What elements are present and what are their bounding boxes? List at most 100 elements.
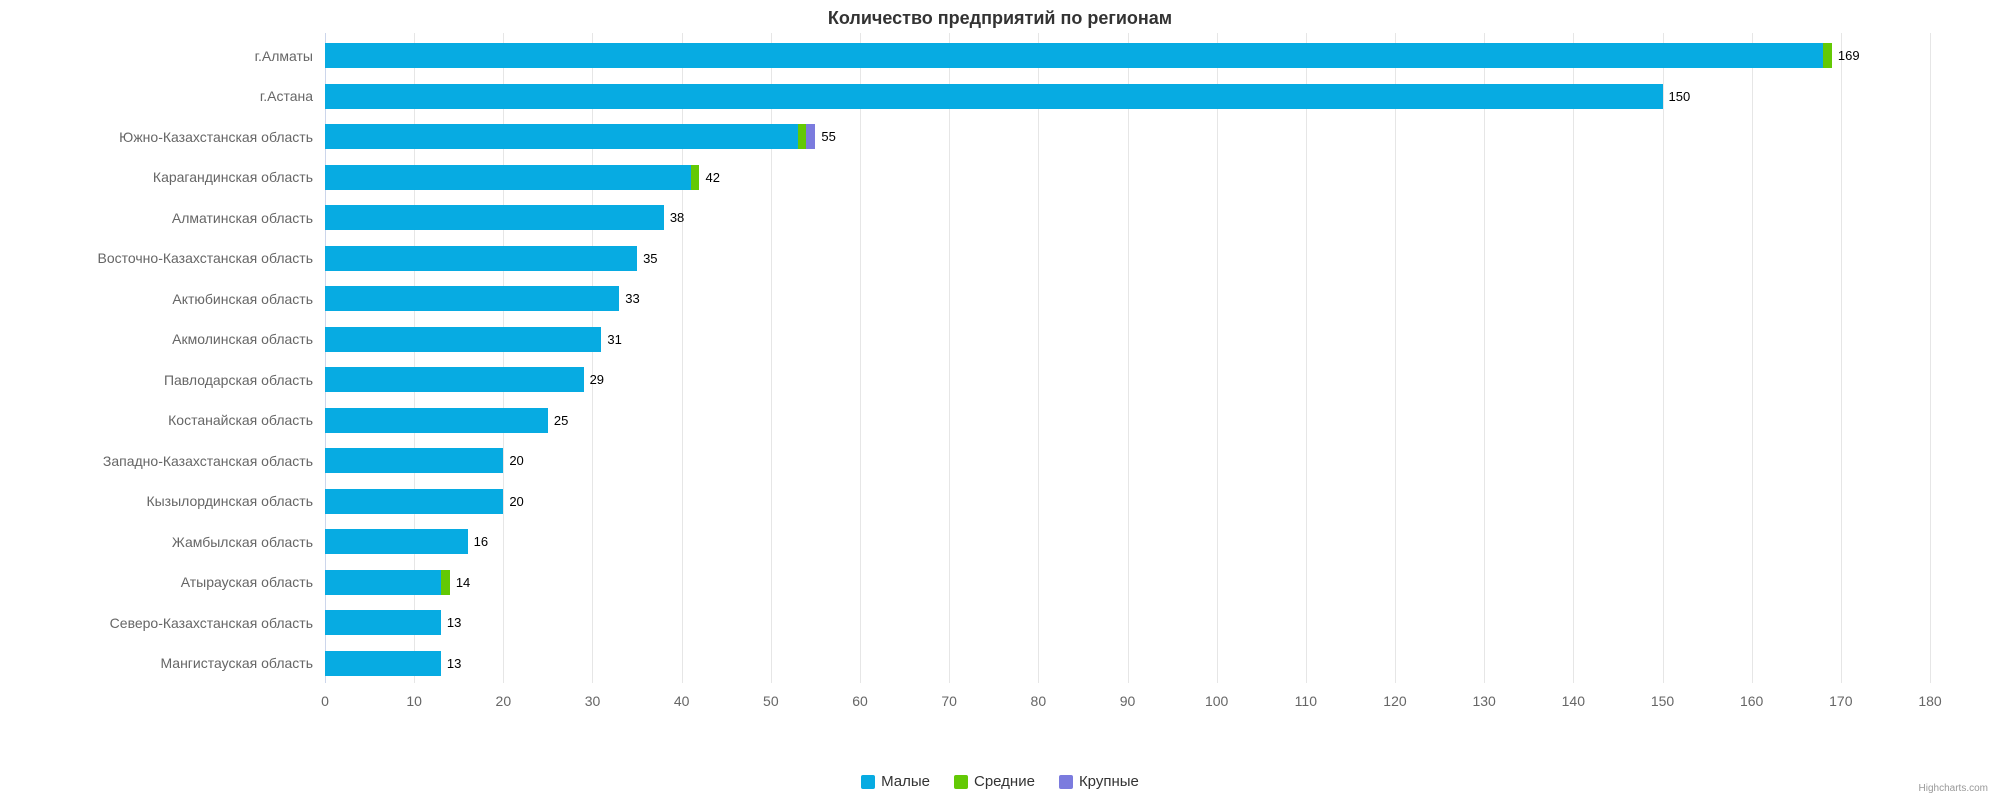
bar-segment[interactable] xyxy=(325,489,503,514)
y-tick-label: Атырауская область xyxy=(181,574,325,590)
bar-segment[interactable] xyxy=(1823,43,1832,68)
legend-item-medium[interactable]: Средние xyxy=(954,773,1035,790)
bar-total-label: 13 xyxy=(441,615,461,630)
bar-segment[interactable] xyxy=(325,43,1823,68)
bar-segment[interactable] xyxy=(325,367,584,392)
y-tick-label: Акмолинская область xyxy=(172,331,325,347)
bar-row: 25 xyxy=(325,408,1930,433)
y-tick-label: Павлодарская область xyxy=(164,372,325,388)
bar-row: 150 xyxy=(325,84,1930,109)
legend-swatch-icon xyxy=(1059,775,1073,789)
y-tick-label: Северо-Казахстанская область xyxy=(110,615,325,631)
x-tick-label: 100 xyxy=(1205,693,1228,709)
bar-row: 20 xyxy=(325,448,1930,473)
bar-segment[interactable] xyxy=(798,124,807,149)
chart-title: Количество предприятий по регионам xyxy=(0,0,2000,33)
legend-swatch-icon xyxy=(954,775,968,789)
bar-row: 16 xyxy=(325,529,1930,554)
bar-segment[interactable] xyxy=(325,165,691,190)
bar-row: 169 xyxy=(325,43,1930,68)
bar-segment[interactable] xyxy=(325,448,503,473)
y-tick-label: Западно-Казахстанская область xyxy=(103,453,325,469)
x-tick-label: 180 xyxy=(1918,693,1941,709)
x-tick-label: 60 xyxy=(852,693,868,709)
gridline xyxy=(1930,33,1931,683)
bar-row: 35 xyxy=(325,246,1930,271)
bar-row: 42 xyxy=(325,165,1930,190)
bar-segment[interactable] xyxy=(325,205,664,230)
x-tick-label: 160 xyxy=(1740,693,1763,709)
bar-row: 31 xyxy=(325,327,1930,352)
y-tick-label: Кызылординская область xyxy=(146,493,325,509)
bar-total-label: 14 xyxy=(450,575,470,590)
bar-total-label: 25 xyxy=(548,413,568,428)
bar-total-label: 38 xyxy=(664,210,684,225)
legend: Малые Средние Крупные xyxy=(0,773,2000,790)
bar-total-label: 13 xyxy=(441,656,461,671)
x-tick-label: 0 xyxy=(321,693,329,709)
x-tick-label: 170 xyxy=(1829,693,1852,709)
bar-row: 33 xyxy=(325,286,1930,311)
bar-segment[interactable] xyxy=(325,408,548,433)
y-tick-label: Карагандинская область xyxy=(153,169,325,185)
bar-segment[interactable] xyxy=(325,124,798,149)
legend-item-large[interactable]: Крупные xyxy=(1059,773,1139,790)
y-tick-label: г.Астана xyxy=(260,88,325,104)
bar-row: 38 xyxy=(325,205,1930,230)
bar-segment[interactable] xyxy=(325,651,441,676)
bar-total-label: 20 xyxy=(503,453,523,468)
bar-row: 13 xyxy=(325,610,1930,635)
bar-total-label: 20 xyxy=(503,494,523,509)
x-tick-label: 30 xyxy=(585,693,601,709)
bar-row: 20 xyxy=(325,489,1930,514)
bar-total-label: 29 xyxy=(584,372,604,387)
y-tick-label: Мангистауская область xyxy=(160,655,325,671)
bar-segment[interactable] xyxy=(325,570,441,595)
y-tick-label: Костанайская область xyxy=(168,412,325,428)
bar-total-label: 42 xyxy=(699,170,719,185)
x-tick-label: 130 xyxy=(1472,693,1495,709)
x-tick-label: 20 xyxy=(496,693,512,709)
x-tick-label: 10 xyxy=(406,693,422,709)
bar-total-label: 31 xyxy=(601,332,621,347)
bar-row: 29 xyxy=(325,367,1930,392)
bar-segment[interactable] xyxy=(325,529,468,554)
bar-row: 14 xyxy=(325,570,1930,595)
bar-row: 13 xyxy=(325,651,1930,676)
chart-area: г.Алматы169г.Астана150Южно-Казахстанская… xyxy=(325,33,1930,713)
x-tick-label: 90 xyxy=(1120,693,1136,709)
y-tick-label: Жамбылская область xyxy=(172,534,325,550)
legend-item-small[interactable]: Малые xyxy=(861,773,930,790)
bar-row: 55 xyxy=(325,124,1930,149)
x-tick-label: 140 xyxy=(1562,693,1585,709)
x-tick-label: 120 xyxy=(1383,693,1406,709)
bar-segment[interactable] xyxy=(691,165,700,190)
y-tick-label: Актюбинская область xyxy=(172,291,325,307)
bar-total-label: 33 xyxy=(619,291,639,306)
legend-label: Малые xyxy=(881,773,930,790)
x-tick-label: 40 xyxy=(674,693,690,709)
bar-total-label: 169 xyxy=(1832,48,1860,63)
legend-swatch-icon xyxy=(861,775,875,789)
bar-segment[interactable] xyxy=(325,84,1663,109)
bar-segment[interactable] xyxy=(325,246,637,271)
y-tick-label: Южно-Казахстанская область xyxy=(119,129,325,145)
bar-total-label: 35 xyxy=(637,251,657,266)
bar-segment[interactable] xyxy=(325,286,619,311)
bar-total-label: 150 xyxy=(1663,89,1691,104)
y-tick-label: г.Алматы xyxy=(255,48,325,64)
credits-link[interactable]: Highcharts.com xyxy=(1919,783,1988,794)
legend-label: Средние xyxy=(974,773,1035,790)
bar-segment[interactable] xyxy=(325,327,601,352)
legend-label: Крупные xyxy=(1079,773,1139,790)
x-tick-label: 80 xyxy=(1031,693,1047,709)
x-tick-label: 150 xyxy=(1651,693,1674,709)
x-tick-label: 70 xyxy=(941,693,957,709)
bar-segment[interactable] xyxy=(441,570,450,595)
y-tick-label: Восточно-Казахстанская область xyxy=(98,250,325,266)
x-tick-label: 50 xyxy=(763,693,779,709)
bar-segment[interactable] xyxy=(325,610,441,635)
bar-segment[interactable] xyxy=(806,124,815,149)
x-tick-label: 110 xyxy=(1295,693,1317,709)
y-tick-label: Алматинская область xyxy=(172,210,325,226)
